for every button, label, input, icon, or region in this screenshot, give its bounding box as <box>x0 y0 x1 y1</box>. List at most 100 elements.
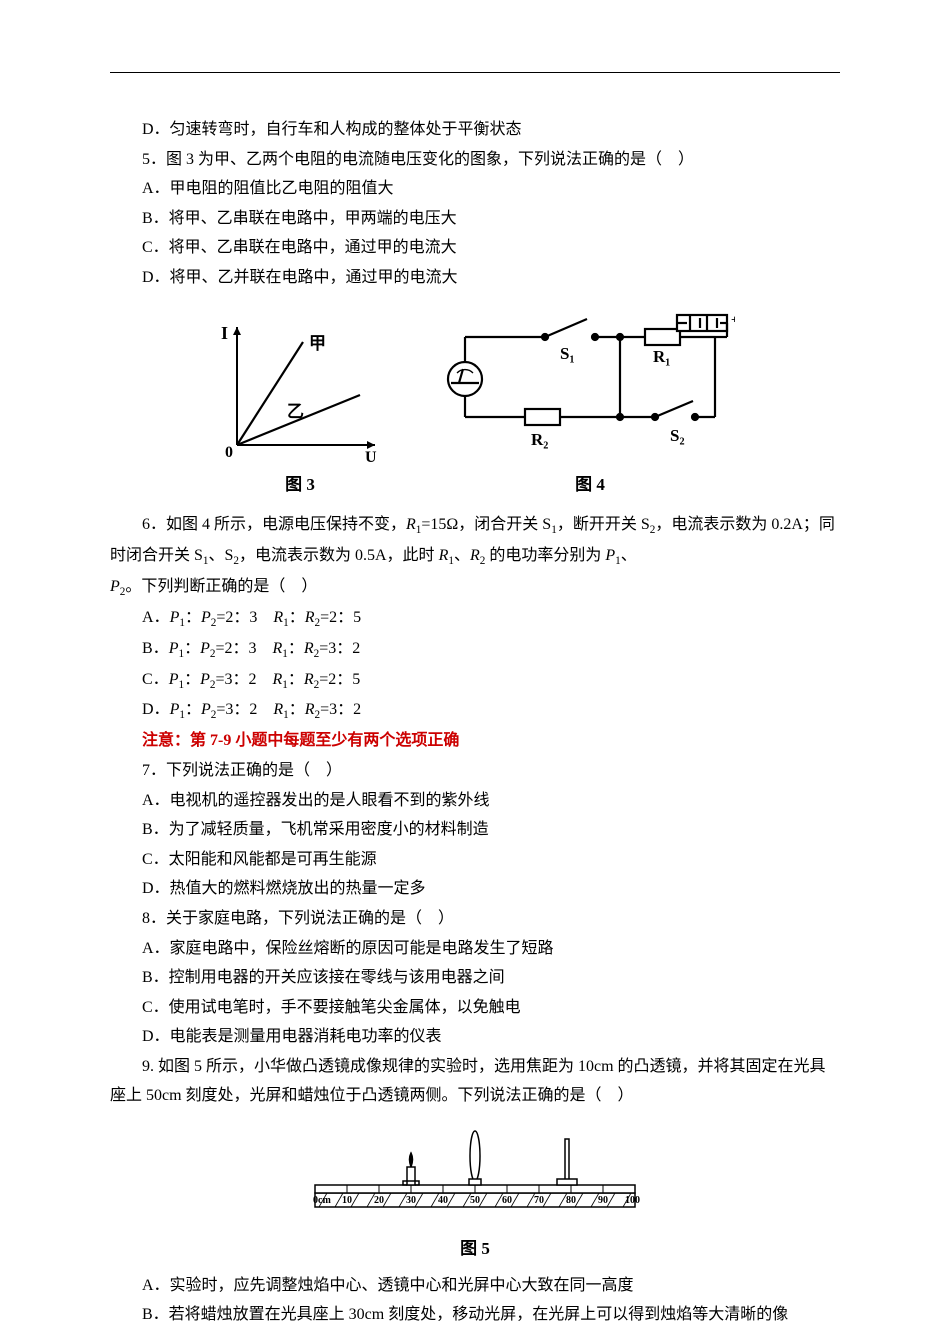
q6-R1: R <box>406 516 416 533</box>
q6-option-d: D．P1：P2=3：2 R1：R2=3：2 <box>110 695 840 726</box>
q6d-pre: D． <box>142 701 170 718</box>
q8-option-c: C．使用试电笔时，手不要接触笔尖金属体，以免触电 <box>110 993 840 1023</box>
svg-text:I: I <box>221 323 228 343</box>
q6c-end: =2：5 <box>319 671 360 688</box>
figure-4-label: 图 4 <box>445 469 735 500</box>
q6c-c1: ： <box>184 671 200 688</box>
q6a-p2: P <box>201 609 211 626</box>
q9-option-b: B．若将蜡烛放置在光具座上 30cm 刻度处，移动光屏，在光屏上可以得到烛焰等大… <box>110 1300 840 1330</box>
q6c-r1: R <box>272 671 282 688</box>
q5-option-c: C．将甲、乙串联在电路中，通过甲的电流大 <box>110 233 840 263</box>
q6-P2: P <box>110 578 120 595</box>
q6b-pre: B． <box>142 640 169 657</box>
q9-option-a: A．实验时，应先调整烛焰中心、透镜中心和光屏中心大致在同一高度 <box>110 1271 840 1301</box>
q8-option-a: A．家庭电路中，保险丝熔断的原因可能是电路发生了短路 <box>110 934 840 964</box>
svg-text:+: + <box>731 312 735 326</box>
figure-3: I U 0 甲 乙 图 3 <box>215 317 385 500</box>
q6-t3: ，断开开关 S <box>557 516 650 533</box>
q6c-mid: =3：2 <box>215 671 272 688</box>
svg-text:40: 40 <box>438 1195 448 1206</box>
q6c-p2: P <box>200 671 210 688</box>
q6b-p1: P <box>169 640 179 657</box>
q6c-c2: ： <box>288 671 304 688</box>
q7-option-d: D．热值大的燃料燃烧放出的热量一定多 <box>110 874 840 904</box>
q6-t2: =15Ω，闭合开关 S <box>421 516 551 533</box>
q7-stem: 7．下列说法正确的是（ ） <box>110 756 840 786</box>
figure-5: 0cm 1020 3040 5060 7080 90100 图 5 <box>110 1121 840 1264</box>
svg-text:20: 20 <box>374 1195 384 1206</box>
q6-t1: 6．如图 4 所示，电源电压保持不变， <box>142 516 406 533</box>
svg-text:甲: 甲 <box>309 334 326 353</box>
q6b-r1: R <box>272 640 282 657</box>
q6a-p1: P <box>170 609 180 626</box>
q6a-pre: A． <box>142 609 170 626</box>
svg-text:60: 60 <box>502 1195 512 1206</box>
svg-text:R₂: R₂ <box>531 430 548 449</box>
q6-option-c: C．P1：P2=3：2 R1：R2=2：5 <box>110 665 840 696</box>
svg-text:S₂: S₂ <box>670 426 685 445</box>
svg-text:R₁: R₁ <box>653 347 670 366</box>
svg-text:U: U <box>365 449 377 466</box>
q5-option-d: D．将甲、乙并联在电路中，通过甲的电流大 <box>110 263 840 293</box>
top-rule <box>110 72 840 73</box>
figure-5-svg: 0cm 1020 3040 5060 7080 90100 <box>295 1121 655 1231</box>
svg-text:90: 90 <box>598 1195 608 1206</box>
figure-3-label: 图 3 <box>215 469 385 500</box>
q6-P1: P <box>605 547 615 564</box>
q5-stem: 5．图 3 为甲、乙两个电阻的电流随电压变化的图象，下列说法正确的是（ ） <box>110 145 840 175</box>
q6-t9: 、 <box>621 547 637 564</box>
svg-text:70: 70 <box>534 1195 544 1206</box>
q6a-mid: =2：3 <box>216 609 273 626</box>
q6-t7: 、 <box>454 547 470 564</box>
svg-text:S₁: S₁ <box>560 344 575 363</box>
q5-option-b: B．将甲、乙串联在电路中，甲两端的电压大 <box>110 204 840 234</box>
q6b-c1: ： <box>184 640 200 657</box>
q9-stem: 9. 如图 5 所示，小华做凸透镜成像规律的实验时，选用焦距为 10cm 的凸透… <box>110 1052 840 1111</box>
q7-option-b: B．为了减轻质量，飞机常采用密度小的材料制造 <box>110 815 840 845</box>
q6d-p2: P <box>201 701 211 718</box>
q6a-end: =2：5 <box>320 609 361 626</box>
note-7-9: 注意：第 7-9 小题中每题至少有两个选项正确 <box>110 726 840 756</box>
q6b-end: =3：2 <box>319 640 360 657</box>
q5-option-a: A．甲电阻的阻值比乙电阻的阻值大 <box>110 174 840 204</box>
q6d-c2: ： <box>289 701 305 718</box>
q7-option-c: C．太阳能和风能都是可再生能源 <box>110 845 840 875</box>
svg-text:10: 10 <box>342 1195 352 1206</box>
q6c-r2: R <box>304 671 314 688</box>
q6a-r2: R <box>305 609 315 626</box>
q6d-r1: R <box>273 701 283 718</box>
q6-t8: 的电功率分别为 <box>485 547 601 564</box>
figure-4: + S₁ R₁ R₂ S₂ 图 4 <box>445 307 735 500</box>
q6c-pre: C． <box>142 671 169 688</box>
q8-option-d: D．电能表是测量用电器消耗电功率的仪表 <box>110 1022 840 1052</box>
q6-t5: 、S <box>209 547 234 564</box>
q6-R1b: R <box>439 547 449 564</box>
figure-3-svg: I U 0 甲 乙 <box>215 317 385 467</box>
q6a-r1: R <box>273 609 283 626</box>
q6-stem: 6．如图 4 所示，电源电压保持不变，R1=15Ω，闭合开关 S1，断开开关 S… <box>110 510 840 603</box>
q6-option-a: A．P1：P2=2：3 R1：R2=2：5 <box>110 603 840 634</box>
q6-t10: 。下列判断正确的是（ ） <box>125 578 317 595</box>
q6d-p1: P <box>170 701 180 718</box>
q6b-c2: ： <box>288 640 304 657</box>
q6a-c2: ： <box>289 609 305 626</box>
figure-4-svg: + S₁ R₁ R₂ S₂ <box>445 307 735 467</box>
q6-t6: ，电流表示数为 0.5A，此时 <box>239 547 439 564</box>
q6b-p2: P <box>200 640 210 657</box>
svg-text:100: 100 <box>625 1195 640 1206</box>
figure-row-3-4: I U 0 甲 乙 图 3 <box>110 307 840 500</box>
q6b-mid: =2：3 <box>215 640 272 657</box>
q6d-r2: R <box>305 701 315 718</box>
svg-text:0: 0 <box>225 444 233 461</box>
q6-option-b: B．P1：P2=2：3 R1：R2=3：2 <box>110 634 840 665</box>
svg-text:乙: 乙 <box>287 402 304 421</box>
q6d-c1: ： <box>185 701 201 718</box>
q8-stem: 8．关于家庭电路，下列说法正确的是（ ） <box>110 904 840 934</box>
q6c-p1: P <box>169 671 179 688</box>
svg-text:30: 30 <box>406 1195 416 1206</box>
figure-5-label: 图 5 <box>460 1233 490 1264</box>
q8-option-b: B．控制用电器的开关应该接在零线与该用电器之间 <box>110 963 840 993</box>
svg-text:80: 80 <box>566 1195 576 1206</box>
svg-text:0cm: 0cm <box>313 1195 331 1206</box>
q4-option-d: D．匀速转弯时，自行车和人构成的整体处于平衡状态 <box>110 115 840 145</box>
